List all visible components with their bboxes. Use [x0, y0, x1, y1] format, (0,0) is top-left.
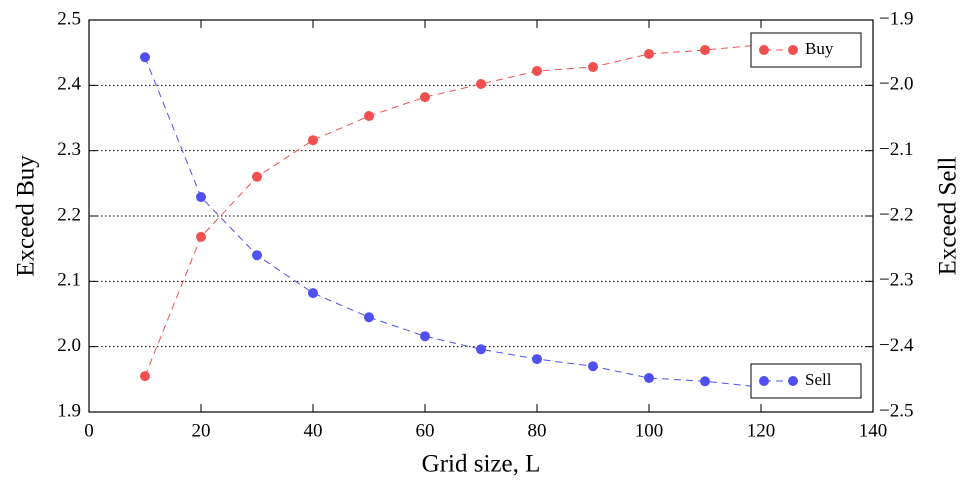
- x-tick-label: 140: [859, 420, 888, 441]
- y2-tick-label: −2.1: [879, 139, 913, 160]
- x-tick-label: 20: [192, 420, 211, 441]
- data-point: [140, 371, 150, 382]
- y-tick-label: 2.0: [57, 335, 81, 356]
- y-tick-label: 2.5: [57, 8, 81, 29]
- x-tick-label: 120: [747, 420, 776, 441]
- y2-tick-label: −2.0: [879, 74, 913, 95]
- legend-marker: [788, 376, 798, 386]
- legend-marker: [788, 45, 798, 55]
- data-point: [308, 135, 318, 146]
- legend-label: Buy: [805, 39, 834, 58]
- data-point: [476, 344, 486, 355]
- y-tick-label: 2.4: [57, 74, 81, 95]
- y-tick-label: 2.3: [57, 139, 81, 160]
- y-tick-label: 1.9: [57, 400, 81, 421]
- data-point: [364, 111, 374, 122]
- y2-tick-label: −2.2: [879, 204, 913, 225]
- legend-marker: [759, 376, 769, 386]
- data-point: [140, 52, 150, 63]
- x-tick-label: 60: [416, 420, 435, 441]
- x-axis-label: Grid size, L: [422, 451, 541, 478]
- data-point: [588, 62, 598, 73]
- y2-tick-label: −1.9: [879, 8, 913, 29]
- x-tick-label: 80: [528, 420, 547, 441]
- series-line: [144, 57, 762, 388]
- data-point: [700, 45, 710, 56]
- series-line: [144, 44, 762, 377]
- x-tick-label: 40: [304, 420, 323, 441]
- y2-tick-label: −2.4: [879, 335, 914, 356]
- data-point: [364, 312, 374, 323]
- data-point: [196, 192, 206, 203]
- data-point: [476, 79, 486, 90]
- plot-frame: [88, 19, 874, 413]
- data-point: [700, 376, 710, 387]
- data-point: [196, 231, 206, 242]
- x-tick-label: 100: [635, 420, 664, 441]
- data-point: [644, 373, 654, 384]
- data-point: [252, 171, 262, 182]
- data-point: [532, 65, 542, 76]
- y2-axis-label: Exceed Sell: [935, 157, 962, 276]
- data-point: [588, 361, 598, 372]
- legend-label: Sell: [805, 370, 832, 389]
- data-point: [308, 288, 318, 299]
- data-point: [420, 92, 430, 103]
- y2-tick-label: −2.3: [879, 270, 913, 291]
- data-point: [532, 354, 542, 365]
- y-tick-label: 2.1: [57, 270, 81, 291]
- y2-tick-label: −2.5: [879, 400, 913, 421]
- y-axis-label: Exceed Buy: [13, 155, 40, 277]
- y-tick-label: 2.2: [57, 204, 81, 225]
- data-point: [644, 48, 654, 59]
- data-point: [420, 331, 430, 342]
- x-tick-label: 0: [84, 420, 94, 441]
- data-point: [252, 250, 262, 261]
- legend-marker: [759, 45, 769, 55]
